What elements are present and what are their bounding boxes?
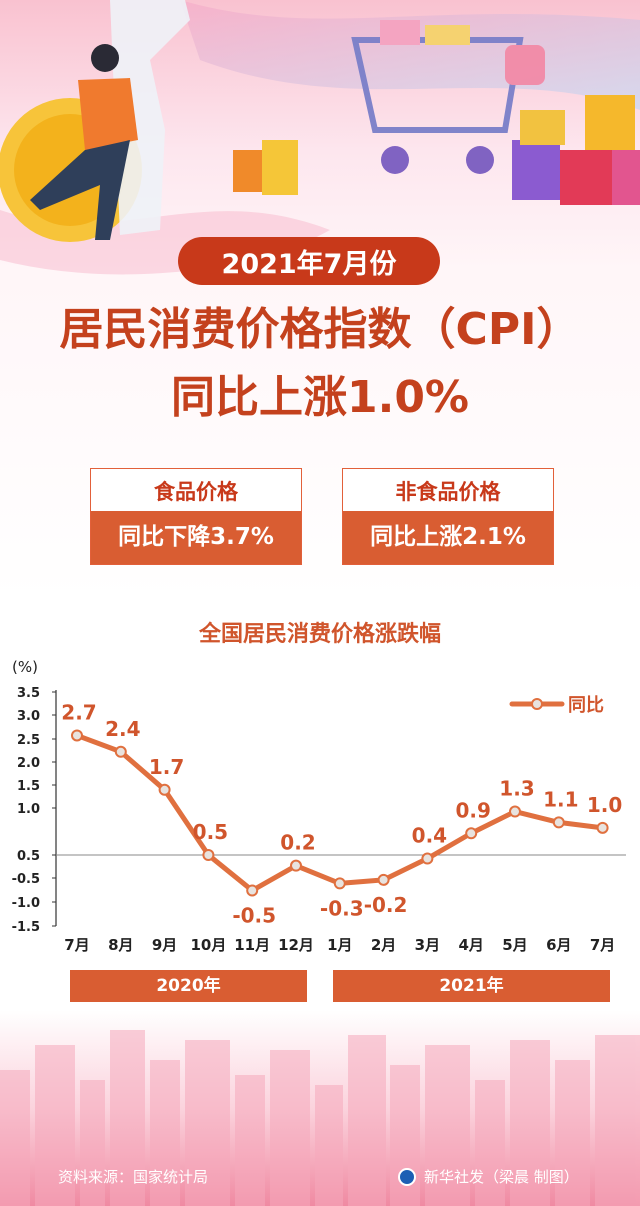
data-point (465, 827, 478, 840)
x-tick-label: 1月 (327, 936, 352, 954)
x-tick-label: 2月 (371, 936, 396, 954)
stat-value: 同比上涨2.1% (343, 511, 553, 564)
stat-label: 非食品价格 (395, 480, 501, 504)
x-tick-label: 5月 (502, 936, 527, 954)
stat-label: 食品价格 (154, 480, 238, 504)
x-tick-label: 12月 (278, 936, 314, 954)
data-label: 2.4 (105, 717, 140, 741)
data-label: -0.2 (364, 893, 408, 917)
stat-box-food: 食品价格 同比下降3.7% (90, 468, 302, 565)
y-tick-label: 0.5 (17, 849, 40, 864)
data-point (333, 877, 346, 890)
headline-line1: 居民消费价格指数（CPI） (59, 304, 581, 355)
y-tick-label: 1.0 (17, 802, 40, 817)
y-tick-label: 2.0 (17, 756, 40, 771)
x-tick-label: 11月 (234, 936, 270, 954)
stat-box-nonfood: 非食品价格 同比上涨2.1% (342, 468, 554, 565)
x-tick-label: 4月 (458, 936, 483, 954)
data-point (596, 821, 609, 834)
data-point (202, 849, 215, 861)
data-point (158, 783, 171, 796)
cpi-line-chart: 3.5 3.0 2.5 2.0 1.5 1.0 0.5 -0.5 -1.0 -1.5 (%) 2.7 2… (12, 658, 626, 954)
chart-title: 全国居民消费价格涨跌幅 (198, 622, 441, 647)
data-point (421, 852, 434, 865)
y-tick-label: -1.0 (12, 896, 40, 911)
data-point (290, 859, 302, 872)
data-label: 1.0 (587, 793, 622, 817)
y-tick-label: 3.5 (17, 686, 40, 701)
data-label: -0.3 (320, 896, 364, 920)
x-tick-label: 7月 (64, 936, 89, 954)
data-label: 1.7 (149, 755, 184, 779)
data-point (509, 805, 521, 818)
y-axis-label: (%) (12, 658, 38, 676)
year-bar-2021: 2021年 (333, 970, 610, 1002)
x-tick-label: 8月 (108, 936, 133, 954)
x-tick-label: 6月 (546, 936, 571, 954)
data-point (377, 873, 390, 886)
data-label: 0.5 (193, 820, 228, 844)
data-label: 0.2 (280, 831, 315, 855)
legend-marker (531, 698, 543, 710)
credit-text: 新华社发（梁晨 制图） (424, 1168, 579, 1186)
stat-value: 同比下降3.7% (91, 511, 301, 564)
data-point (552, 816, 565, 829)
date-pill: 2021年7月份 (178, 237, 440, 285)
headline-line2: 同比上涨1.0% (170, 372, 470, 423)
year-bar-2020: 2020年 (70, 970, 307, 1002)
legend-label: 同比 (568, 695, 604, 716)
y-tick-label: -1.5 (12, 920, 40, 935)
data-point (114, 745, 127, 758)
y-tick-label: -0.5 (12, 872, 40, 887)
data-label: 1.1 (543, 787, 578, 811)
x-tick-label: 9月 (152, 936, 177, 954)
data-label: 2.7 (61, 700, 96, 724)
data-label: 0.4 (412, 824, 447, 848)
xinhua-logo-icon (398, 1168, 416, 1186)
data-label: -0.5 (232, 904, 276, 928)
data-point (246, 884, 259, 897)
y-tick-label: 1.5 (17, 779, 40, 794)
x-tick-label: 7月 (590, 936, 615, 954)
data-point (71, 729, 83, 742)
x-tick-label: 3月 (415, 936, 440, 954)
source-text: 资料来源：国家统计局 (58, 1168, 209, 1186)
y-tick-label: 2.5 (17, 733, 40, 748)
data-label: 0.9 (455, 798, 490, 822)
y-tick-label: 3.0 (17, 709, 40, 724)
data-label: 1.3 (499, 777, 534, 801)
x-tick-label: 10月 (190, 936, 226, 954)
